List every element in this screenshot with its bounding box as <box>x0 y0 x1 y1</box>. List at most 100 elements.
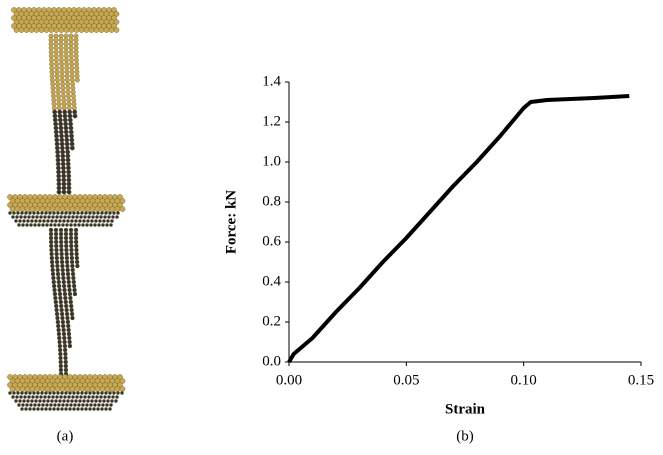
atom <box>74 58 78 62</box>
atom <box>50 386 55 391</box>
atom <box>59 360 63 364</box>
atom <box>84 407 87 410</box>
atom <box>49 50 53 54</box>
atom <box>35 206 40 211</box>
atom <box>65 78 69 82</box>
atom <box>67 102 71 106</box>
atom <box>59 244 63 248</box>
atom <box>79 395 82 398</box>
atom <box>70 312 74 316</box>
atom <box>54 62 58 66</box>
atom <box>108 211 111 214</box>
atom <box>58 114 62 118</box>
atom <box>61 170 65 174</box>
atom <box>72 280 76 284</box>
atom <box>60 142 64 146</box>
atom <box>74 219 77 222</box>
atom <box>49 62 53 66</box>
atom <box>31 395 34 398</box>
atom <box>53 118 57 122</box>
atom <box>58 219 61 222</box>
atom <box>70 142 74 146</box>
atom <box>54 300 58 304</box>
atom <box>65 256 69 260</box>
atom <box>50 82 54 86</box>
atom <box>30 399 33 402</box>
y-tick-label: 0.4 <box>262 273 281 289</box>
atom <box>71 276 75 280</box>
atom <box>54 240 58 244</box>
atom <box>63 340 67 344</box>
atom <box>64 368 68 372</box>
atom <box>69 62 73 66</box>
atom <box>57 223 60 226</box>
atom <box>56 170 60 174</box>
atom <box>50 256 54 260</box>
atom <box>54 232 58 236</box>
atom <box>75 66 79 70</box>
atom <box>61 158 65 162</box>
atom <box>115 395 118 398</box>
atom <box>61 223 64 226</box>
atom <box>115 215 118 218</box>
atom <box>58 348 62 352</box>
atom <box>60 206 65 211</box>
atom <box>106 219 109 222</box>
atom <box>73 114 77 118</box>
atom <box>88 211 91 214</box>
atom <box>67 336 71 340</box>
atom <box>56 211 59 214</box>
atom <box>51 268 55 272</box>
atom <box>53 296 57 300</box>
atom <box>101 403 104 406</box>
atom <box>70 264 74 268</box>
atom <box>64 304 68 308</box>
atom <box>21 223 24 226</box>
atom <box>33 403 36 406</box>
atom <box>36 391 39 394</box>
atom <box>67 186 71 190</box>
atom <box>98 399 101 402</box>
atom <box>59 300 63 304</box>
atom <box>55 74 59 78</box>
atom <box>84 391 87 394</box>
atom <box>66 170 70 174</box>
atom <box>72 102 76 106</box>
atom <box>35 395 38 398</box>
atom <box>64 360 68 364</box>
atom <box>66 166 70 170</box>
atom <box>52 280 56 284</box>
y-tick-label: 0.2 <box>262 313 281 329</box>
atom <box>63 122 67 126</box>
atom <box>102 399 105 402</box>
atom <box>92 407 95 410</box>
atom <box>58 344 62 348</box>
atom <box>34 27 39 32</box>
atom <box>110 386 115 391</box>
atom <box>69 240 73 244</box>
atom <box>65 252 69 256</box>
atom <box>57 190 61 194</box>
atom <box>55 206 60 211</box>
atom <box>8 391 11 394</box>
atom <box>55 316 59 320</box>
atom <box>59 215 62 218</box>
atom <box>45 223 48 226</box>
atom <box>79 215 82 218</box>
atom <box>73 292 77 296</box>
atom <box>65 223 68 226</box>
atom <box>48 407 51 410</box>
atom <box>81 223 84 226</box>
atom <box>37 223 40 226</box>
atom <box>47 395 50 398</box>
atom <box>65 403 68 406</box>
atom <box>69 236 73 240</box>
atom <box>59 126 63 130</box>
atom <box>64 240 68 244</box>
atom <box>69 27 74 32</box>
atom <box>53 292 57 296</box>
atom <box>59 304 63 308</box>
atom <box>65 386 70 391</box>
atom <box>65 316 69 320</box>
atom <box>41 403 44 406</box>
